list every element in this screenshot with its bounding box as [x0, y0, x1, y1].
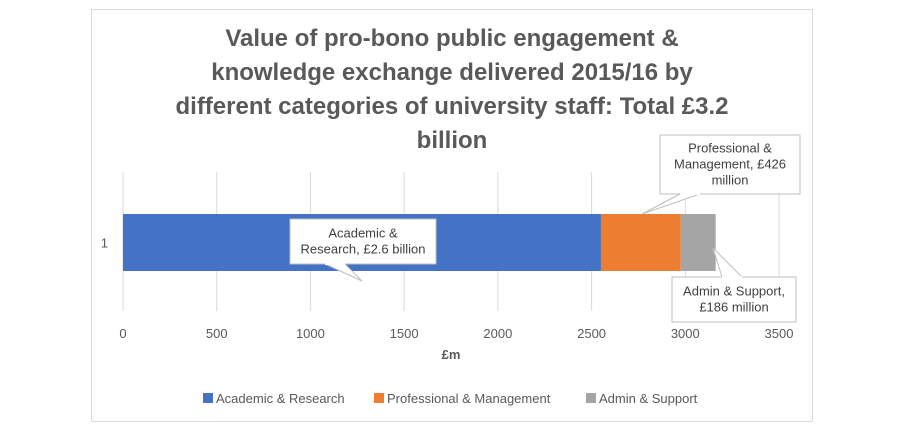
- legend-label: Professional & Management: [387, 391, 551, 406]
- bar-admin-support: [680, 214, 716, 271]
- x-tick-label: 500: [206, 326, 228, 341]
- legend-swatch: [203, 393, 213, 403]
- data-label: Academic &: [328, 226, 398, 241]
- x-tick-label: 1500: [390, 326, 419, 341]
- data-label: Research, £2.6 billion: [300, 242, 425, 257]
- legend-swatch: [374, 393, 384, 403]
- data-label: Professional &: [688, 141, 772, 156]
- legend-label: Academic & Research: [216, 391, 345, 406]
- data-label: Management, £426: [674, 157, 786, 172]
- x-tick-label: 2000: [483, 326, 512, 341]
- callout-box: [289, 218, 437, 265]
- x-tick-label: 2500: [577, 326, 606, 341]
- legend-swatch: [586, 393, 596, 403]
- callout-pointer: [712, 247, 744, 278]
- data-label-callout: Academic &Research, £2.6 billion: [289, 218, 437, 282]
- data-label: £186 million: [699, 300, 768, 315]
- x-tick-label: 1000: [296, 326, 325, 341]
- x-tick-label: 0: [119, 326, 126, 341]
- callout-box: [659, 134, 801, 195]
- legend-label: Admin & Support: [599, 391, 698, 406]
- x-tick-label: 3500: [765, 326, 794, 341]
- x-axis-label: £m: [442, 347, 461, 362]
- data-label-callout: Admin & Support,£186 million: [671, 247, 797, 323]
- callout-box: [671, 276, 797, 323]
- data-label: million: [712, 173, 749, 188]
- data-label: Admin & Support,: [683, 284, 785, 299]
- x-tick-label: 3000: [671, 326, 700, 341]
- callout-pointer: [641, 193, 701, 215]
- y-category-label: 1: [101, 236, 108, 251]
- bar-professional-management: [600, 214, 681, 271]
- chart-title: Value of pro-bono public engagement & kn…: [175, 25, 729, 154]
